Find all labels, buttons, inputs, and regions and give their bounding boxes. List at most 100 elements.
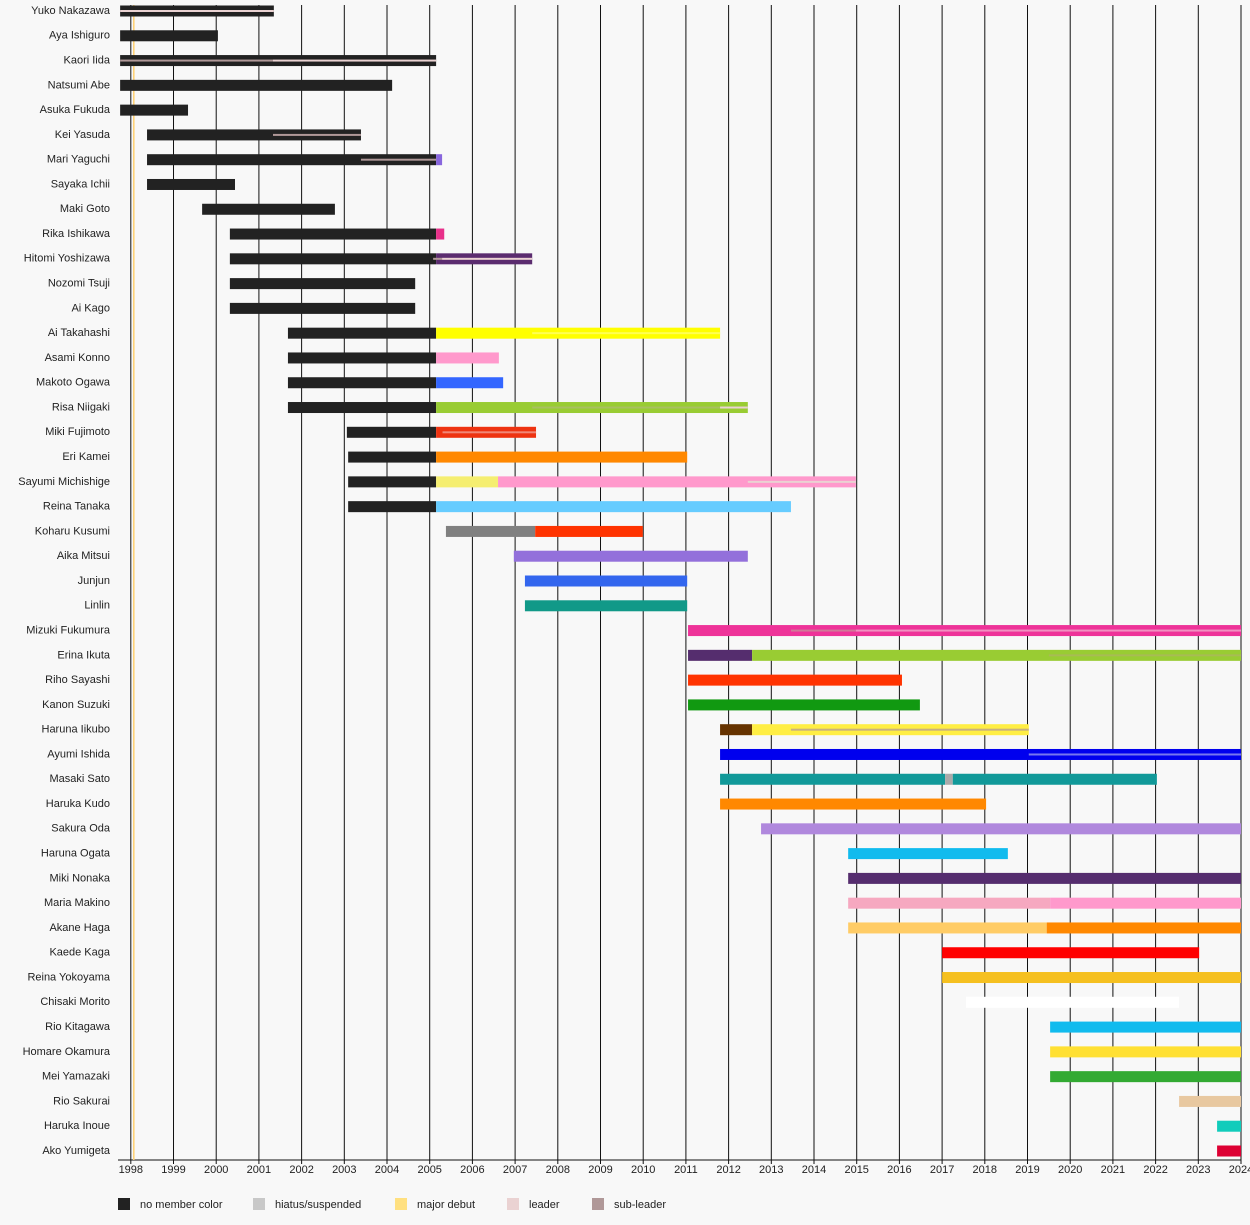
x-tick-label: 1998 bbox=[119, 1164, 143, 1176]
member-bar bbox=[287, 352, 437, 364]
member-bar bbox=[147, 178, 235, 190]
member-bar bbox=[1050, 1021, 1241, 1033]
role-line bbox=[1028, 753, 1241, 756]
member-bar bbox=[513, 550, 748, 562]
role-line bbox=[790, 728, 1029, 731]
member-name: Miki Nonaka bbox=[49, 872, 110, 884]
member-name: Makoto Ogawa bbox=[36, 377, 111, 389]
x-tick-label: 2023 bbox=[1186, 1164, 1210, 1176]
x-tick-label: 2004 bbox=[375, 1164, 399, 1176]
x-tick-label: 2013 bbox=[759, 1164, 783, 1176]
x-tick-label: 2020 bbox=[1058, 1164, 1082, 1176]
member-bar bbox=[688, 649, 753, 661]
legend-swatch bbox=[507, 1198, 519, 1210]
member-name: Rika Ishikawa bbox=[42, 228, 111, 240]
x-tick-label: 2005 bbox=[417, 1164, 441, 1176]
member-bar bbox=[436, 501, 791, 513]
member-name: Junjun bbox=[78, 575, 110, 587]
member-name: Maki Goto bbox=[60, 203, 110, 215]
member-bar bbox=[348, 451, 437, 463]
member-bar bbox=[952, 773, 1157, 785]
member-bar bbox=[1179, 1095, 1241, 1107]
legend-label: sub-leader bbox=[614, 1199, 666, 1211]
member-bar bbox=[966, 996, 1180, 1008]
member-name: Mari Yaguchi bbox=[47, 154, 110, 166]
member-bar bbox=[524, 575, 688, 587]
member-bar bbox=[1050, 1046, 1241, 1058]
member-bar bbox=[436, 451, 688, 463]
x-tick-label: 2002 bbox=[289, 1164, 313, 1176]
role-line bbox=[1048, 654, 1241, 657]
role-line bbox=[442, 431, 537, 434]
role-line bbox=[433, 257, 443, 260]
member-bar bbox=[848, 922, 1047, 934]
member-name: Ai Takahashi bbox=[48, 327, 110, 339]
member-bar bbox=[147, 129, 361, 141]
x-tick-label: 2022 bbox=[1143, 1164, 1167, 1176]
x-tick-label: 2006 bbox=[460, 1164, 484, 1176]
legend-swatch bbox=[592, 1198, 604, 1210]
member-bar bbox=[720, 724, 753, 736]
member-name: Asuka Fukuda bbox=[40, 104, 111, 116]
member-name: Ayumi Ishida bbox=[47, 748, 111, 760]
x-tick-label: 2001 bbox=[247, 1164, 271, 1176]
member-bar bbox=[348, 501, 437, 513]
legend-label: major debut bbox=[417, 1199, 475, 1211]
member-name: Homare Okamura bbox=[23, 1046, 111, 1058]
member-name: Yuko Nakazawa bbox=[31, 5, 111, 17]
member-name: Nozomi Tsuji bbox=[48, 278, 110, 290]
member-name: Kaori Iida bbox=[64, 54, 111, 66]
member-bar bbox=[287, 402, 437, 414]
legend-swatch bbox=[395, 1198, 407, 1210]
member-bar bbox=[942, 972, 1241, 984]
member-bar bbox=[287, 377, 437, 389]
member-bar bbox=[524, 600, 688, 612]
x-tick-label: 2017 bbox=[930, 1164, 954, 1176]
member-bar bbox=[229, 302, 416, 314]
member-bar bbox=[498, 476, 856, 488]
member-bar bbox=[229, 278, 416, 290]
member-name: Hitomi Yoshizawa bbox=[24, 253, 111, 265]
member-bar bbox=[942, 947, 1200, 959]
member-name: Asami Konno bbox=[45, 352, 110, 364]
member-name: Haruna Ogata bbox=[41, 848, 111, 860]
member-bar bbox=[120, 104, 189, 116]
x-tick-label: 2016 bbox=[887, 1164, 911, 1176]
role-line bbox=[532, 332, 721, 335]
role-line bbox=[272, 133, 361, 136]
member-bar bbox=[229, 228, 437, 240]
member-bar bbox=[346, 426, 437, 438]
role-line bbox=[747, 480, 856, 483]
member-name: Riho Sayashi bbox=[45, 674, 110, 686]
member-bar bbox=[752, 649, 1241, 661]
member-name: Erina Ikuta bbox=[57, 649, 110, 661]
member-name: Kaede Kaga bbox=[49, 947, 110, 959]
member-bar bbox=[436, 377, 504, 389]
member-name: Mizuki Fukumura bbox=[26, 624, 111, 636]
x-tick-label: 2019 bbox=[1015, 1164, 1039, 1176]
member-bar bbox=[1217, 1145, 1241, 1157]
x-tick-label: 2008 bbox=[546, 1164, 570, 1176]
legend-label: leader bbox=[529, 1199, 560, 1211]
member-name: Ako Yumigeta bbox=[42, 1145, 111, 1157]
role-line bbox=[120, 59, 273, 62]
member-name: Akane Haga bbox=[49, 922, 110, 934]
x-tick-label: 2003 bbox=[332, 1164, 356, 1176]
x-tick-label: 2021 bbox=[1101, 1164, 1125, 1176]
member-bar bbox=[761, 823, 1241, 835]
x-tick-label: 2024 bbox=[1229, 1164, 1250, 1176]
member-name: Reina Tanaka bbox=[43, 501, 111, 513]
member-name: Eri Kamei bbox=[62, 451, 110, 463]
member-bar bbox=[720, 773, 946, 785]
member-name: Haruka Kudo bbox=[46, 798, 110, 810]
member-name: Sayaka Ichii bbox=[51, 178, 110, 190]
member-bar bbox=[202, 203, 335, 215]
member-bar bbox=[848, 872, 1241, 884]
role-line bbox=[272, 59, 437, 62]
member-name: Haruka Inoue bbox=[44, 1120, 110, 1132]
member-name: Reina Yokoyama bbox=[27, 971, 110, 983]
member-bar bbox=[229, 253, 437, 265]
x-tick-label: 2018 bbox=[973, 1164, 997, 1176]
member-name: Haruna Iikubo bbox=[42, 724, 111, 736]
